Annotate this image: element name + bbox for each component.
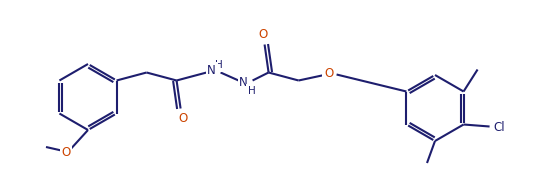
Text: N: N [239, 76, 248, 89]
Text: N: N [207, 64, 216, 77]
Text: O: O [178, 112, 187, 125]
Text: O: O [61, 147, 70, 159]
Text: H: H [215, 61, 223, 70]
Text: Cl: Cl [494, 121, 505, 134]
Text: O: O [324, 67, 333, 80]
Text: O: O [258, 28, 267, 41]
Text: H: H [248, 85, 255, 96]
